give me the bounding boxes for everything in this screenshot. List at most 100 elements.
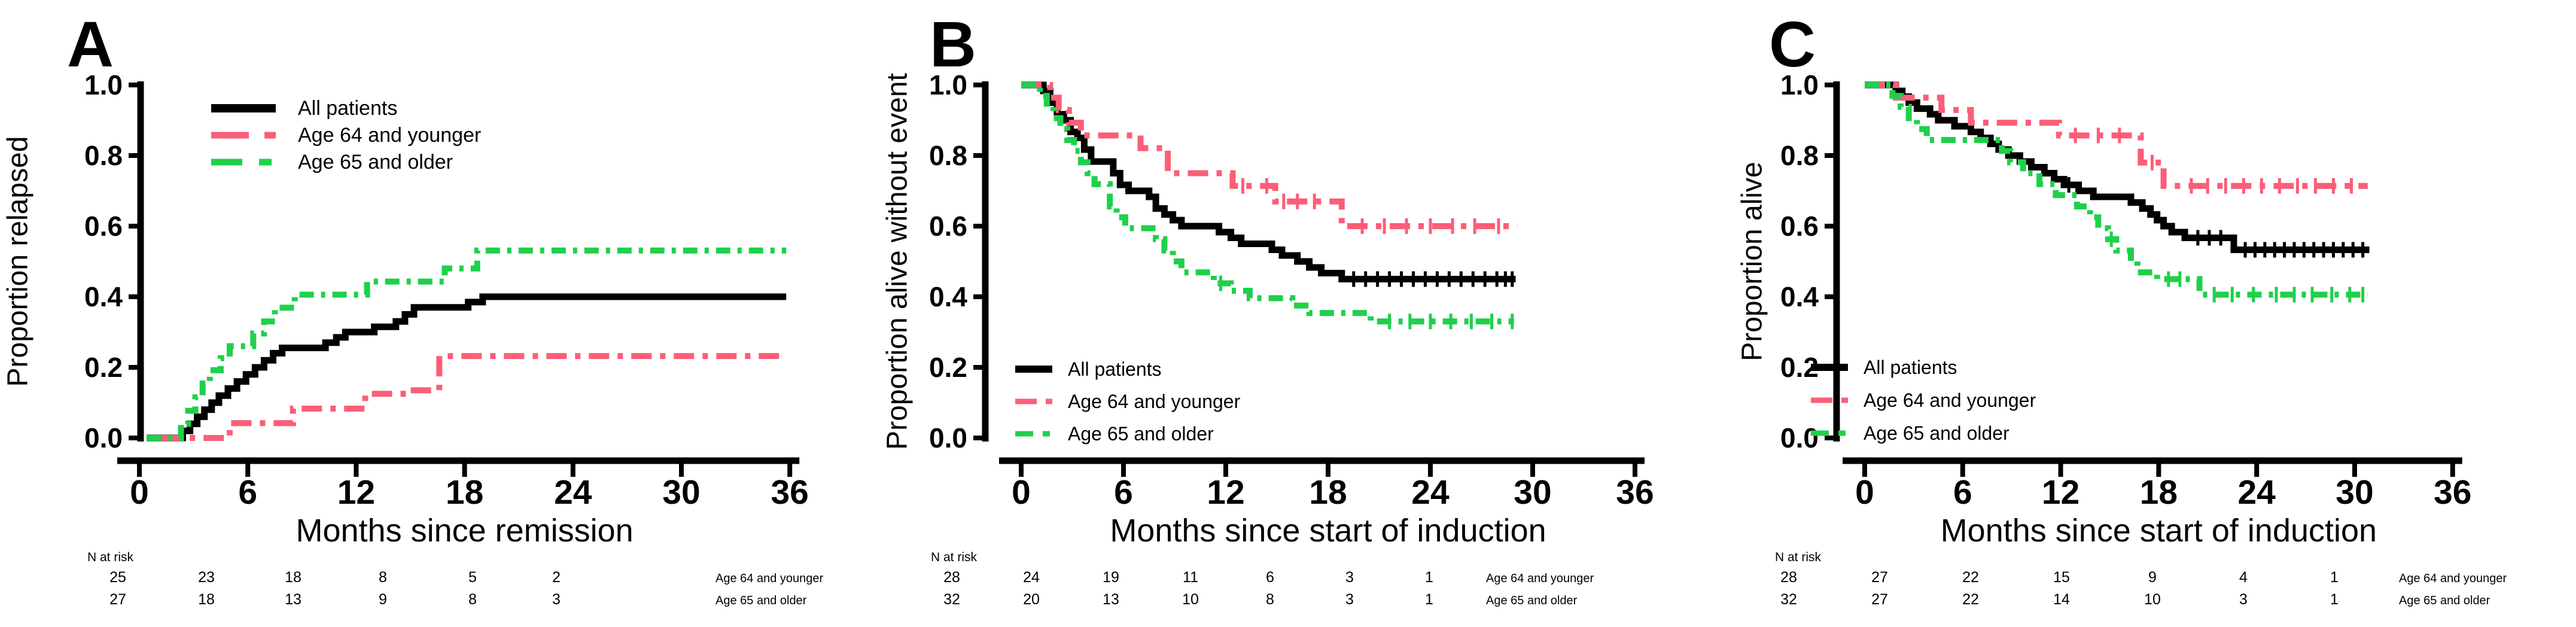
y-tick-label: 0.4 xyxy=(84,281,123,312)
panel-letter: B xyxy=(930,8,976,80)
legend-label: Age 65 and older xyxy=(1068,423,1214,445)
n-at-risk-value: 18 xyxy=(198,591,215,608)
km-curve-age-64-and-younger xyxy=(1021,82,1518,229)
n-at-risk-value: 10 xyxy=(2144,591,2161,608)
n-at-risk-value: 28 xyxy=(943,569,960,586)
x-axis-label: Months since remission xyxy=(296,513,634,549)
km-curve-all-patients xyxy=(1021,81,1516,282)
y-tick-label: 1.0 xyxy=(929,69,967,101)
n-at-risk-value: 19 xyxy=(1103,569,1119,586)
n-at-risk-value: 9 xyxy=(2148,569,2157,586)
n-at-risk-value: 5 xyxy=(468,569,477,586)
x-tick-label: 6 xyxy=(1953,473,1972,512)
n-at-risk-row-label: Age 64 and younger xyxy=(1486,572,1594,585)
legend-label: Age 64 and younger xyxy=(1864,389,2036,411)
x-tick-label: 18 xyxy=(1309,473,1347,512)
n-at-risk-row-label: Age 64 and younger xyxy=(715,572,823,585)
panel-c: C Proportion alive Months since start of… xyxy=(1718,0,2576,627)
x-tick-label: 30 xyxy=(1514,473,1551,512)
n-at-risk-value: 23 xyxy=(198,569,215,586)
n-at-risk-value: 27 xyxy=(1871,591,1888,608)
x-tick-label: 12 xyxy=(1207,473,1244,512)
n-at-risk-row-label: Age 64 and younger xyxy=(2399,572,2507,585)
x-tick-label: 36 xyxy=(2434,473,2471,512)
n-at-risk-row-label: Age 65 and older xyxy=(1486,594,1578,607)
n-at-risk-value: 13 xyxy=(1103,591,1119,608)
x-axis-label: Months since start of induction xyxy=(1940,513,2377,549)
km-plot-a: 1.0 0.8 0.6 0.4 0.2 0.00 6 12 18 24 30 36 All patien… xyxy=(84,69,823,608)
x-tick-label: 12 xyxy=(337,473,375,512)
n-at-risk-value: 1 xyxy=(1425,591,1433,608)
n-at-risk-value: 3 xyxy=(2239,591,2248,608)
x-tick-label: 0 xyxy=(1012,473,1031,512)
legend-label: All patients xyxy=(298,97,397,120)
legend-label: Age 65 and older xyxy=(1864,422,2009,444)
x-tick-label: 12 xyxy=(2042,473,2079,512)
y-tick-label: 0.2 xyxy=(84,352,123,383)
km-curve-age-65-and-older xyxy=(1021,82,1514,325)
y-tick-label: 1.0 xyxy=(1780,69,1819,101)
n-at-risk-value: 15 xyxy=(2053,569,2070,586)
panel-letter: A xyxy=(67,8,114,80)
n-at-risk-value: 22 xyxy=(1962,591,1979,608)
n-at-risk-value: 4 xyxy=(2239,569,2248,586)
n-at-risk-value: 18 xyxy=(285,569,302,586)
x-tick-label: 36 xyxy=(1616,473,1654,512)
y-tick-label: 0.8 xyxy=(929,140,967,171)
y-tick-label: 0.0 xyxy=(84,422,123,453)
x-tick-label: 30 xyxy=(662,473,700,512)
panel-a: A Proportion relapsed Months since remis… xyxy=(0,0,859,627)
n-at-risk-value: 20 xyxy=(1023,591,1040,608)
legend-label: Age 64 and younger xyxy=(1068,391,1241,412)
y-tick-label: 0.6 xyxy=(1780,211,1819,242)
x-tick-label: 24 xyxy=(2237,473,2276,512)
n-at-risk-value: 8 xyxy=(379,569,387,586)
x-tick-label: 30 xyxy=(2336,473,2373,512)
x-tick-label: 36 xyxy=(771,473,808,512)
panel-b: B Proportion alive without event Months … xyxy=(859,0,1718,627)
n-at-risk-value: 1 xyxy=(2330,591,2339,608)
km-curve-age-64-and-younger xyxy=(1865,82,2368,189)
n-at-risk-header: N at risk xyxy=(931,550,978,564)
n-at-risk-value: 11 xyxy=(1183,569,1198,586)
n-at-risk-value: 3 xyxy=(552,591,561,608)
n-at-risk-value: 27 xyxy=(109,591,126,608)
y-tick-label: 0.4 xyxy=(929,281,967,312)
n-at-risk-row-label: Age 65 and older xyxy=(2399,594,2490,607)
legend-label: All patients xyxy=(1068,358,1162,380)
x-tick-label: 6 xyxy=(1114,473,1133,512)
x-tick-label: 24 xyxy=(1411,473,1450,512)
legend-label: Age 64 and younger xyxy=(298,124,481,147)
n-at-risk-value: 8 xyxy=(1266,591,1274,608)
n-at-risk-value: 6 xyxy=(1266,569,1274,586)
n-at-risk-value: 3 xyxy=(1345,569,1354,586)
n-at-risk-value: 1 xyxy=(1425,569,1433,586)
y-tick-label: 0.8 xyxy=(1780,140,1819,171)
n-at-risk-value: 10 xyxy=(1182,591,1199,608)
km-curve-age-65-and-older xyxy=(147,247,787,441)
n-at-risk-value: 14 xyxy=(2053,591,2070,608)
legend-label: Age 65 and older xyxy=(298,151,453,174)
y-tick-label: 1.0 xyxy=(84,69,123,101)
x-tick-label: 24 xyxy=(554,473,592,512)
x-tick-label: 18 xyxy=(446,473,483,512)
n-at-risk-value: 28 xyxy=(1780,569,1797,586)
n-at-risk-value: 25 xyxy=(109,569,126,586)
n-at-risk-value: 13 xyxy=(285,591,302,608)
n-at-risk-header: N at risk xyxy=(1775,550,1822,564)
y-tick-label: 0.2 xyxy=(929,352,967,383)
x-tick-label: 0 xyxy=(1855,473,1874,512)
n-at-risk-value: 22 xyxy=(1962,569,1979,586)
n-at-risk-value: 8 xyxy=(468,591,477,608)
km-curve-all-patients xyxy=(147,293,787,442)
y-tick-label: 0.8 xyxy=(84,140,123,171)
n-at-risk-value: 24 xyxy=(1023,569,1040,586)
n-at-risk-header: N at risk xyxy=(87,550,134,564)
x-tick-label: 18 xyxy=(2140,473,2178,512)
n-at-risk-value: 2 xyxy=(552,569,561,586)
y-tick-label: 0.0 xyxy=(929,422,967,453)
n-at-risk-value: 32 xyxy=(1780,591,1797,608)
